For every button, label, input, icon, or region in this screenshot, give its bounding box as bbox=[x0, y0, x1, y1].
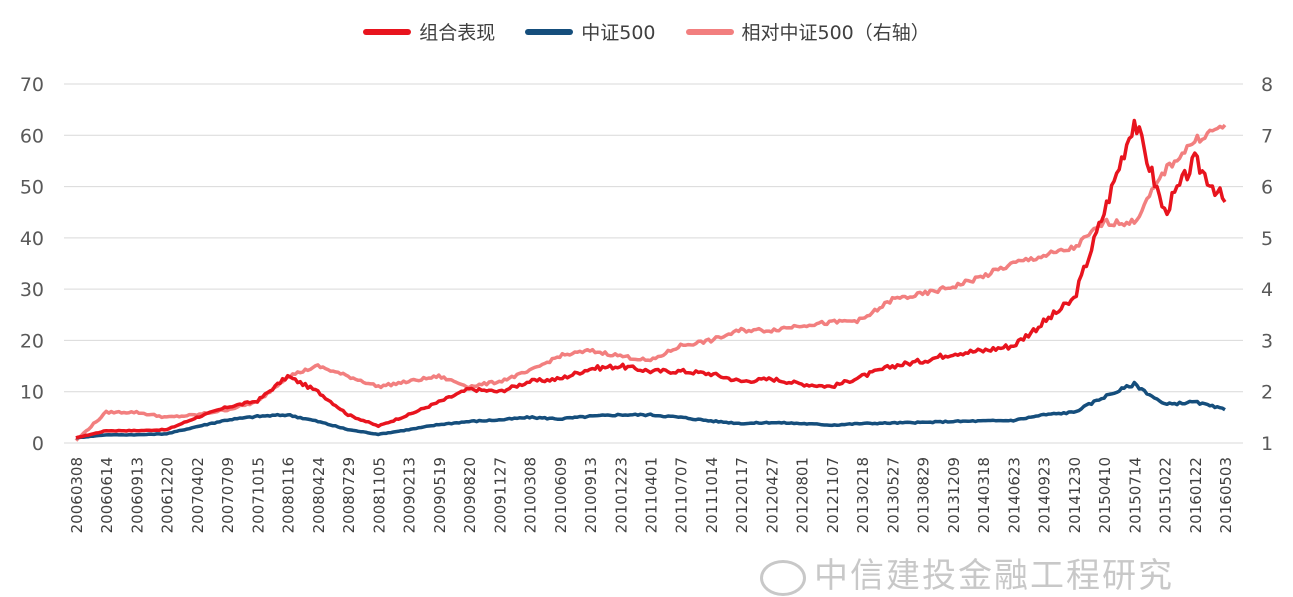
x-tick-label: 20061220 bbox=[159, 457, 177, 533]
x-tick-label: 20150714 bbox=[1126, 457, 1144, 533]
y-left-tick-label: 40 bbox=[20, 228, 44, 250]
x-tick-label: 20151022 bbox=[1157, 457, 1175, 533]
y-right-tick-label: 8 bbox=[1261, 74, 1273, 96]
legend-label-portfolio: 组合表现 bbox=[419, 22, 496, 44]
legend-item-portfolio: 组合表现 bbox=[363, 18, 495, 45]
legend-item-csi500: 中证500 bbox=[525, 18, 656, 45]
x-tick-label: 20140923 bbox=[1036, 457, 1054, 533]
x-tick-label: 20140318 bbox=[975, 457, 993, 533]
wechat-icon bbox=[760, 559, 806, 596]
x-tick-label: 20070709 bbox=[219, 457, 237, 533]
x-tick-label: 20120117 bbox=[733, 457, 751, 533]
x-tick-label: 20111014 bbox=[703, 457, 721, 533]
y-left-tick-label: 30 bbox=[20, 279, 44, 301]
x-tick-label: 20130527 bbox=[884, 457, 902, 533]
x-tick-label: 20140623 bbox=[1005, 457, 1023, 533]
y-left-tick-label: 70 bbox=[20, 74, 44, 96]
x-tick-label: 20130218 bbox=[854, 457, 872, 533]
legend-swatch-csi500 bbox=[525, 28, 574, 35]
y-right-tick-label: 4 bbox=[1261, 279, 1273, 301]
y-left-tick-label: 10 bbox=[20, 382, 44, 404]
legend-label-relative: 相对中证500（右轴） bbox=[741, 22, 930, 44]
x-tick-label: 20090820 bbox=[461, 457, 479, 533]
x-tick-label: 20110707 bbox=[673, 457, 691, 533]
x-tick-label: 20091127 bbox=[491, 457, 509, 533]
legend-swatch-relative bbox=[685, 28, 734, 35]
y-right-tick-label: 1 bbox=[1261, 433, 1273, 455]
x-tick-label: 20090213 bbox=[401, 457, 419, 533]
x-tick-label: 20100308 bbox=[522, 457, 540, 533]
y-right-tick-label: 6 bbox=[1261, 177, 1273, 199]
y-right-tick-label: 2 bbox=[1261, 382, 1273, 404]
line-chart: 0 10 20 30 40 50 60 70 1 2 3 4 5 6 7 8 20060308 20060614 2… bbox=[20, 74, 1273, 533]
x-tick-label: 20150410 bbox=[1096, 457, 1114, 533]
x-tick-label: 20080116 bbox=[280, 457, 298, 533]
x-tick-label: 20060913 bbox=[128, 457, 146, 533]
watermark: 中信建投金融工程研究 bbox=[760, 548, 1174, 597]
watermark-text: 中信建投金融工程研究 bbox=[814, 556, 1174, 596]
legend-item-relative: 相对中证500（右轴） bbox=[685, 18, 930, 45]
x-tick-label: 20160122 bbox=[1187, 457, 1205, 533]
x-tick-label: 20121107 bbox=[824, 457, 842, 533]
series-line bbox=[74, 123, 1227, 442]
x-tick-label: 20100609 bbox=[552, 457, 570, 533]
x-tick-label: 20131209 bbox=[945, 457, 963, 533]
x-tick-label: 20120801 bbox=[794, 457, 812, 533]
x-tick-label: 20120427 bbox=[763, 457, 781, 533]
x-tick-label: 20100913 bbox=[582, 457, 600, 533]
x-tick-label: 20080729 bbox=[340, 457, 358, 533]
y-right-tick-label: 7 bbox=[1261, 125, 1273, 147]
x-tick-label: 20101223 bbox=[612, 457, 630, 533]
y-right-tick-label: 5 bbox=[1261, 228, 1273, 250]
x-tick-label: 20070402 bbox=[189, 457, 207, 533]
series-line bbox=[75, 118, 1227, 440]
y-right-tick-label: 3 bbox=[1261, 330, 1273, 352]
y-left-tick-label: 0 bbox=[32, 433, 44, 455]
chart-legend: 组合表现 中证500 相对中证500（右轴） bbox=[0, 18, 1293, 45]
legend-label-csi500: 中证500 bbox=[581, 22, 656, 44]
x-tick-label: 20090519 bbox=[431, 457, 449, 533]
x-tick-label: 20081105 bbox=[370, 457, 388, 533]
x-tick-label: 20071015 bbox=[249, 457, 267, 533]
y-left-tick-label: 50 bbox=[20, 177, 44, 199]
legend-swatch-portfolio bbox=[363, 28, 412, 35]
x-tick-label: 20060308 bbox=[68, 457, 86, 533]
x-tick-label: 20080424 bbox=[310, 457, 328, 533]
series-line bbox=[75, 380, 1226, 440]
x-tick-label: 20130829 bbox=[915, 457, 933, 533]
x-tick-label: 20060614 bbox=[98, 457, 116, 533]
x-tick-label: 20141230 bbox=[1066, 457, 1084, 533]
y-left-tick-label: 20 bbox=[20, 330, 44, 352]
y-left-tick-label: 60 bbox=[20, 125, 44, 147]
x-tick-label: 20160503 bbox=[1217, 457, 1235, 533]
x-tick-label: 20110401 bbox=[643, 457, 661, 533]
